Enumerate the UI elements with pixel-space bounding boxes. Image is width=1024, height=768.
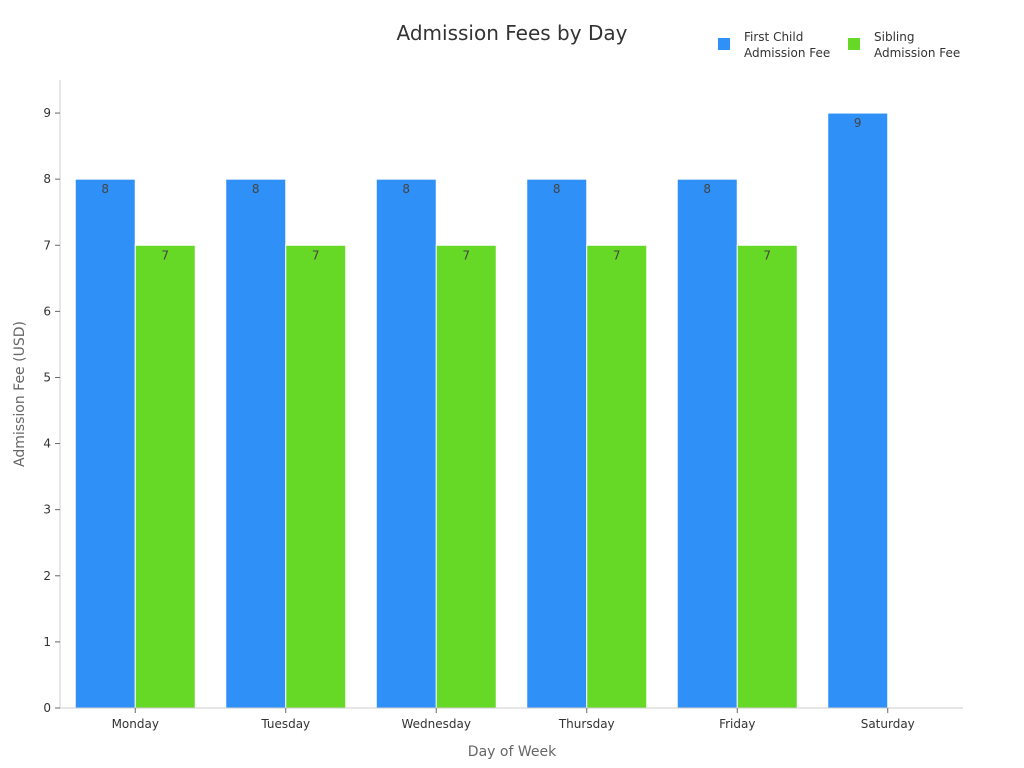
x-tick-label: Friday <box>719 717 755 731</box>
bars-layer <box>74 112 889 709</box>
bar-series-0-saturday <box>827 112 889 709</box>
legend-swatch <box>848 38 860 50</box>
x-tick-label: Saturday <box>861 717 915 731</box>
x-tick-label: Thursday <box>558 717 615 731</box>
y-tick-label: 5 <box>43 370 51 384</box>
bar-series-1-friday <box>736 244 798 709</box>
legend-label: Admission Fee <box>744 46 830 60</box>
bar-series-1-wednesday <box>435 244 497 709</box>
data-label: 8 <box>553 182 561 196</box>
y-tick-label: 0 <box>43 701 51 715</box>
axes-layer: 0 1 2 3 4 5 6 7 8 9 Monday Tuesday Wednesday Thursday… <box>43 80 963 731</box>
data-label: 7 <box>613 248 621 262</box>
legend-item: First Child Admission Fee <box>718 30 830 60</box>
data-label: 8 <box>252 182 260 196</box>
bar-series-1-thursday <box>586 244 648 709</box>
x-tick-label: Monday <box>112 717 159 731</box>
x-tick-label: Wednesday <box>402 717 471 731</box>
data-label: 7 <box>312 248 320 262</box>
legend: First Child Admission Fee Sibling Admission… <box>718 30 960 60</box>
legend-swatch <box>718 38 730 50</box>
data-label: 7 <box>763 248 771 262</box>
y-tick-label: 8 <box>43 172 51 186</box>
data-label: 8 <box>402 182 410 196</box>
y-tick-label: 1 <box>43 635 51 649</box>
x-axis-label: Day of Week <box>468 744 557 760</box>
data-label: 8 <box>101 182 109 196</box>
bar-series-1-monday <box>134 244 196 709</box>
data-labels-layer: 8 7 8 7 8 7 8 7 8 7 9 <box>101 116 861 262</box>
data-label: 7 <box>161 248 169 262</box>
y-tick-label: 3 <box>43 503 51 517</box>
y-tick-label: 4 <box>43 437 51 451</box>
bar-series-0-thursday <box>526 178 588 709</box>
bar-series-0-friday <box>676 178 738 709</box>
legend-label: First Child <box>744 30 803 44</box>
y-tick-label: 7 <box>43 238 51 252</box>
y-tick-label: 9 <box>43 106 51 120</box>
bar-series-0-monday <box>74 178 136 709</box>
data-label: 7 <box>462 248 470 262</box>
data-label: 9 <box>854 116 862 130</box>
x-tick-label: Tuesday <box>260 717 310 731</box>
bar-series-1-tuesday <box>285 244 347 709</box>
y-tick-label: 2 <box>43 569 51 583</box>
y-tick-label: 6 <box>43 304 51 318</box>
bar-series-0-wednesday <box>375 178 437 709</box>
legend-label: Sibling <box>874 30 914 44</box>
legend-item: Sibling Admission Fee <box>848 30 960 60</box>
data-label: 8 <box>703 182 711 196</box>
legend-label: Admission Fee <box>874 46 960 60</box>
y-axis-label: Admission Fee (USD) <box>12 321 28 467</box>
bar-series-0-tuesday <box>225 178 287 709</box>
chart-title: Admission Fees by Day <box>397 21 628 45</box>
